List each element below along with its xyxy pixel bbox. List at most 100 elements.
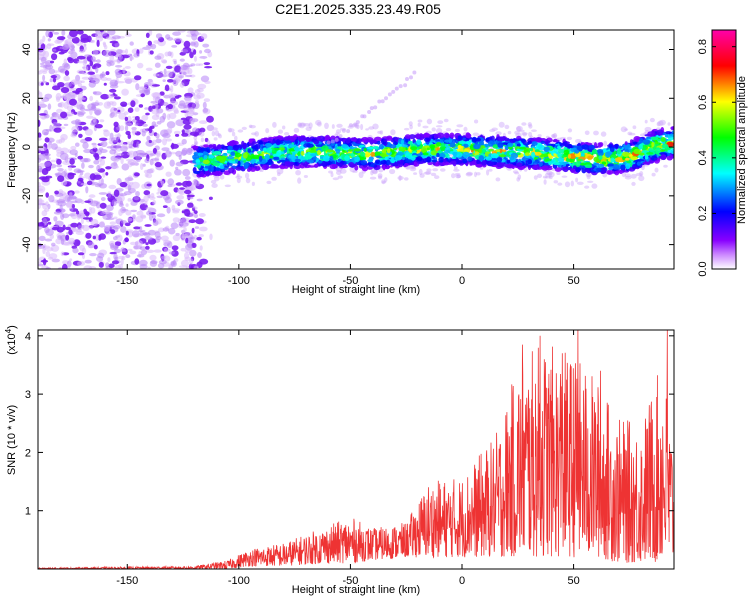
band-cell (651, 141, 655, 148)
band-cell (278, 165, 285, 168)
band-cell (201, 147, 209, 152)
noise-speckle (57, 36, 66, 41)
noise-speckle (109, 84, 119, 89)
noise-speckle (113, 253, 118, 260)
noise-speckle (120, 157, 124, 165)
band-cell (278, 147, 286, 151)
noise-speckle (195, 218, 204, 225)
band-cell (309, 149, 317, 153)
spectrogram-frame (37, 29, 675, 270)
band-halo (516, 125, 523, 132)
band-halo (236, 177, 241, 184)
band-halo (248, 124, 253, 128)
band-halo (644, 126, 652, 132)
noise-speckle (135, 83, 140, 91)
band-halo (455, 174, 461, 179)
noise-speckle (45, 82, 50, 86)
noise-speckle (106, 61, 112, 67)
noise-speckle (83, 45, 87, 51)
band-cell (504, 137, 510, 142)
band-halo (419, 173, 425, 178)
noise-speckle (54, 220, 64, 227)
band-halo (451, 173, 456, 179)
noise-speckle (158, 259, 167, 265)
band-cell (492, 144, 499, 149)
noise-speckle (166, 206, 171, 214)
noise-speckle (61, 30, 66, 36)
y-tick-label: -40 (21, 237, 33, 253)
band-halo (514, 130, 520, 135)
noise-speckle (130, 100, 136, 108)
noise-speckle (48, 195, 55, 203)
band-cell (260, 153, 265, 157)
band-halo (330, 172, 334, 178)
band-halo (657, 120, 664, 127)
band-halo (531, 129, 537, 132)
noise-speckle (84, 200, 91, 203)
noise-speckle (199, 127, 206, 133)
noise-speckle (100, 156, 107, 159)
band-cell (612, 164, 620, 170)
band-cell (382, 165, 386, 171)
echo-cell (369, 106, 374, 111)
noise-speckle (123, 77, 133, 82)
band-cell (509, 139, 516, 144)
noise-speckle (38, 132, 42, 138)
noise-speckle (145, 112, 150, 116)
noise-speckle (133, 196, 140, 201)
y-tick-label: 2 (25, 447, 31, 459)
band-halo (639, 171, 644, 177)
noise-speckle (203, 98, 211, 102)
noise-speckle (136, 254, 145, 258)
band-cell (421, 147, 427, 154)
noise-speckle (105, 71, 110, 76)
noise-speckle (208, 196, 213, 200)
band-cell (250, 153, 255, 160)
band-cell (208, 165, 215, 172)
noise-speckle (69, 212, 79, 217)
noise-speckle (98, 261, 104, 268)
band-halo (627, 131, 633, 136)
noise-speckle (204, 137, 209, 143)
band-cell (563, 149, 570, 155)
noise-speckle (151, 84, 160, 87)
noise-speckle (89, 60, 94, 67)
band-cell (485, 156, 492, 161)
noise-speckle (45, 175, 53, 179)
noise-speckle (38, 105, 41, 111)
band-cell (478, 155, 485, 162)
noise-speckle (68, 166, 73, 171)
band-halo (360, 123, 364, 131)
band-halo (413, 172, 418, 175)
band-cell (305, 136, 311, 142)
noise-speckle (63, 63, 71, 70)
band-cell (597, 142, 602, 148)
noise-speckle (155, 111, 160, 118)
band-cell (497, 142, 504, 148)
band-cell (543, 146, 550, 153)
band-cell (449, 132, 455, 138)
band-halo (522, 132, 527, 137)
noise-speckle (107, 93, 114, 99)
snr-panel: -150 -100 -50 0 50 1 2 3 4 Height of straight li… (4, 325, 675, 596)
band-cell (215, 168, 222, 172)
noise-speckle (121, 255, 126, 261)
noise-speckle (84, 54, 92, 57)
band-cell (577, 158, 581, 162)
noise-speckle (78, 49, 86, 53)
noise-speckle (161, 147, 170, 152)
band-halo (335, 167, 343, 172)
band-cell (422, 157, 428, 163)
band-cell (335, 148, 341, 154)
noise-speckle (45, 192, 49, 198)
noise-speckle (130, 56, 135, 60)
band-cell (284, 161, 292, 167)
band-halo (570, 180, 574, 187)
band-halo (370, 170, 374, 176)
band-halo (254, 131, 259, 137)
band-cell (498, 136, 506, 142)
noise-speckle (181, 147, 188, 156)
band-halo (521, 132, 528, 136)
band-cell (410, 146, 418, 151)
band-halo (575, 177, 579, 183)
